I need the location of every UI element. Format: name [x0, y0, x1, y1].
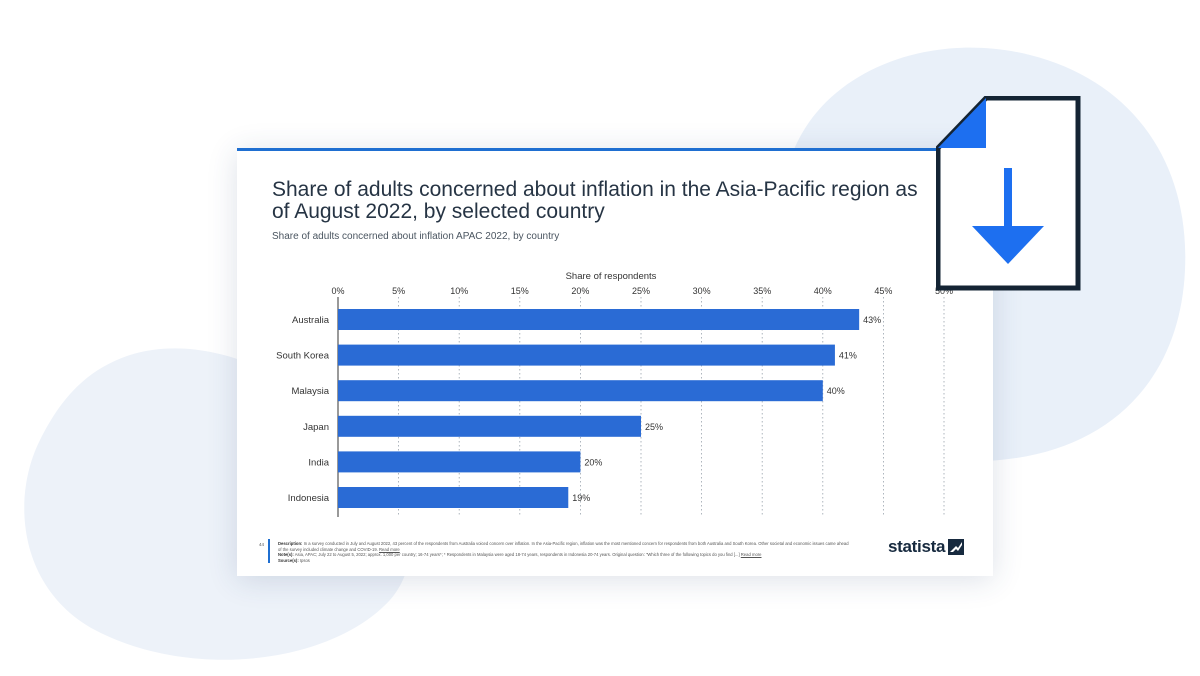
x-tick-label: 50% [935, 286, 953, 296]
data-label: 41% [839, 351, 857, 361]
bar [338, 415, 641, 437]
footer-accent-bar [268, 539, 270, 563]
category-label: South Korea [276, 351, 330, 362]
statista-logo-mark-icon [948, 539, 965, 555]
data-label: 40% [827, 386, 845, 396]
read-more-link[interactable]: Read more [379, 546, 400, 552]
category-label: Japan [303, 422, 329, 433]
chart-subtitle: Share of adults concerned about inflatio… [272, 231, 560, 242]
x-tick-label: 10% [450, 286, 468, 296]
data-label: 20% [584, 457, 602, 467]
x-axis-title: Share of respondents [566, 271, 657, 282]
footer-description: Description: In a survey conducted in Ju… [278, 541, 849, 552]
category-label: Malaysia [292, 386, 330, 397]
bar [338, 344, 835, 366]
x-tick-label: 30% [693, 286, 711, 296]
bar [338, 487, 569, 508]
category-label: Indonesia [288, 493, 330, 504]
bar [338, 380, 823, 402]
category-label: Australia [292, 315, 330, 326]
category-label: India [308, 457, 329, 468]
x-tick-label: 5% [392, 286, 405, 296]
footer-notes: Note(s): Asia, APAC; July 22 to August 5… [278, 552, 762, 558]
chart-card: Share of adults concerned about inflatio… [237, 148, 993, 576]
x-tick-label: 40% [814, 286, 832, 296]
footer-text: Description: In a survey conducted in Ju… [278, 541, 853, 563]
bar [338, 451, 581, 473]
x-tick-label: 45% [874, 286, 892, 296]
x-tick-label: 0% [331, 286, 344, 296]
x-tick-label: 35% [753, 286, 771, 296]
bar [338, 309, 860, 330]
data-label: 43% [863, 315, 881, 325]
bar-chart: 0% 5% 10% 15% 20% 25% 30% 35% 40% 45% 50% Share of… [276, 271, 953, 517]
x-tick-label: 25% [632, 286, 650, 296]
x-tick-label: 15% [511, 286, 529, 296]
footer-source: Source(s): Ipsos [278, 557, 310, 563]
read-more-link-2[interactable]: Read more [740, 552, 762, 558]
page-number: 44 [259, 542, 265, 547]
data-label: 19% [572, 493, 590, 503]
data-label: 25% [645, 422, 663, 432]
file-download-icon[interactable] [936, 96, 1082, 292]
statista-logo: statista [888, 537, 965, 557]
brand-name: statista [888, 537, 946, 556]
chart-title: Share of adults concerned about inflatio… [272, 178, 918, 223]
x-tick-label: 20% [571, 286, 589, 296]
